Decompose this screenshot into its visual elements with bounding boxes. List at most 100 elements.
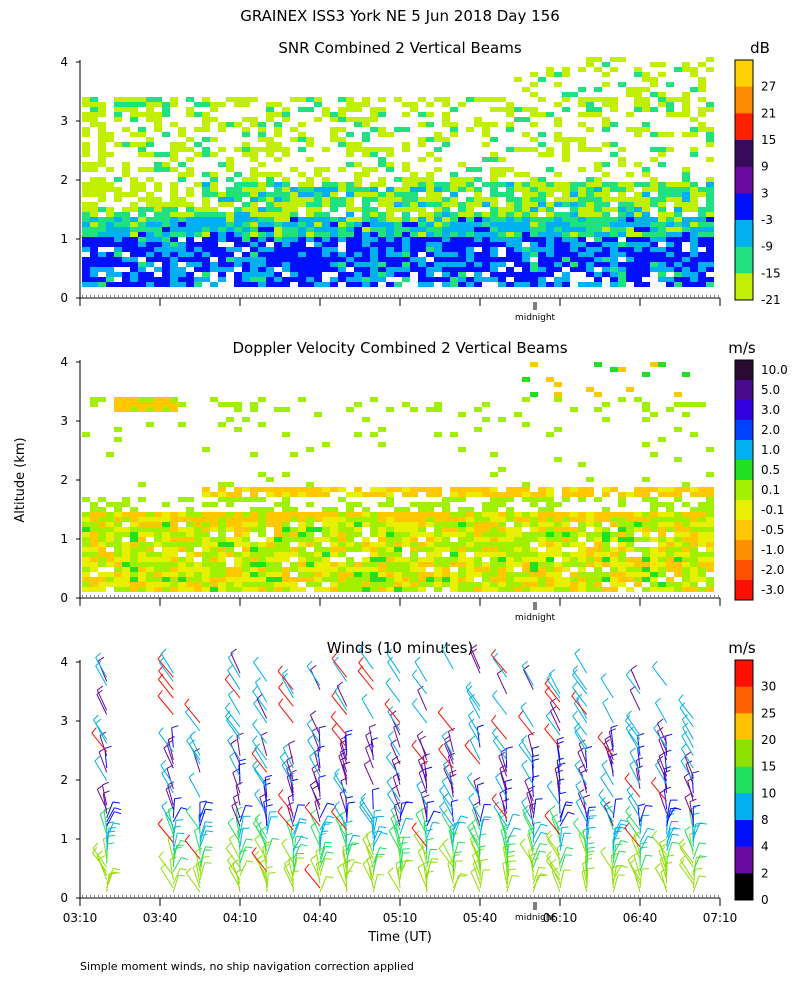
colorbar-label: -9 — [761, 240, 773, 254]
wind-barb-flag — [402, 852, 410, 854]
velocity-cell — [474, 537, 482, 542]
snr-cell — [274, 197, 282, 202]
snr-cell — [394, 217, 402, 222]
snr-cell — [98, 232, 106, 237]
snr-cell — [242, 212, 250, 217]
velocity-cell — [226, 547, 234, 552]
wind-barb — [292, 844, 302, 860]
snr-cell — [98, 267, 106, 272]
velocity-cell — [234, 557, 242, 562]
velocity-cell — [666, 537, 674, 542]
snr-cell — [106, 167, 114, 172]
velocity-cell — [338, 517, 346, 522]
wind-barb-flag — [411, 669, 418, 676]
velocity-cell — [226, 582, 234, 587]
snr-cell — [546, 202, 554, 207]
velocity-cell — [378, 572, 386, 577]
snr-cell — [258, 197, 266, 202]
snr-cell — [178, 272, 186, 277]
snr-cell — [226, 257, 234, 262]
snr-cell — [474, 177, 482, 182]
velocity-cell — [450, 497, 458, 502]
snr-cell — [82, 192, 90, 197]
snr-cell — [634, 97, 642, 102]
snr-cell — [250, 247, 258, 252]
wind-barb-flag — [417, 863, 424, 869]
snr-cell — [82, 217, 90, 222]
snr-cell — [522, 182, 530, 187]
snr-cell — [258, 222, 266, 227]
velocity-cell — [138, 517, 146, 522]
snr-cell — [162, 247, 170, 252]
snr-cell — [138, 147, 146, 152]
snr-cell — [250, 192, 258, 197]
snr-cell — [258, 162, 266, 167]
wind-barb — [465, 686, 481, 707]
wind-barb-flag — [551, 813, 558, 819]
velocity-cell — [298, 572, 306, 577]
velocity-cell — [698, 527, 706, 532]
snr-cell — [154, 212, 162, 217]
wind-barb-flag — [393, 801, 401, 807]
snr-cell — [138, 232, 146, 237]
velocity-cell — [346, 532, 354, 537]
velocity-cell — [418, 572, 426, 577]
snr-cell — [514, 217, 522, 222]
snr-cell — [530, 222, 538, 227]
velocity-cell — [282, 557, 290, 562]
velocity-cell — [394, 532, 402, 537]
snr-cell — [170, 152, 178, 157]
snr-cell — [386, 207, 394, 212]
snr-cell — [274, 112, 282, 117]
velocity-cell — [690, 527, 698, 532]
snr-cell — [82, 252, 90, 257]
velocity-cell — [506, 587, 514, 592]
wind-barb-flag — [278, 789, 284, 796]
snr-cell — [178, 237, 186, 242]
snr-cell — [562, 212, 570, 217]
velocity-cell — [354, 402, 362, 407]
snr-cell — [506, 182, 514, 187]
snr-cell — [90, 167, 98, 172]
velocity-cell — [114, 507, 122, 512]
wind-barb — [231, 805, 241, 827]
snr-cell — [642, 257, 650, 262]
velocity-cell — [418, 577, 426, 582]
velocity-cell — [546, 557, 554, 562]
wind-barb-flag — [551, 867, 559, 873]
snr-cell — [314, 97, 322, 102]
wind-barb — [186, 740, 201, 761]
velocity-cell — [186, 527, 194, 532]
snr-cell — [298, 187, 306, 192]
velocity-cell — [498, 537, 506, 542]
snr-cell — [298, 192, 306, 197]
wind-barb-flag — [160, 648, 167, 654]
velocity-cell — [250, 452, 258, 457]
snr-cell — [114, 262, 122, 267]
wind-barb-flag — [252, 760, 258, 767]
snr-cell — [642, 222, 650, 227]
snr-cell — [594, 217, 602, 222]
snr-cell — [474, 282, 482, 287]
colorbar-swatch — [735, 440, 753, 461]
snr-cell — [586, 252, 594, 257]
snr-cell — [546, 112, 554, 117]
wind-barb — [411, 703, 428, 724]
snr-cell — [250, 252, 258, 257]
velocity-cell — [338, 487, 346, 492]
wind-barb — [366, 859, 374, 880]
velocity-cell — [450, 572, 458, 577]
velocity-cell — [122, 537, 130, 542]
velocity-cell — [378, 487, 386, 492]
snr-cell — [210, 107, 218, 112]
velocity-cell — [194, 537, 202, 542]
snr-cell — [378, 282, 386, 287]
snr-cell — [538, 132, 546, 137]
snr-cell — [106, 232, 114, 237]
snr-cell — [514, 267, 522, 272]
snr-cell — [394, 232, 402, 237]
velocity-cell — [682, 567, 690, 572]
wind-barb-flag — [444, 739, 451, 745]
velocity-cell — [474, 522, 482, 527]
snr-cell — [378, 237, 386, 242]
